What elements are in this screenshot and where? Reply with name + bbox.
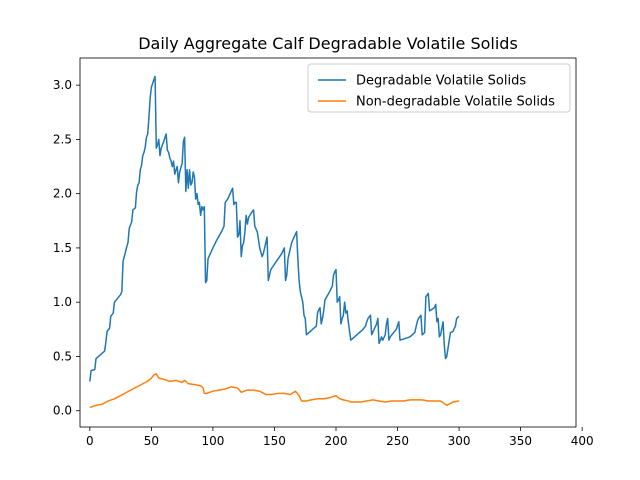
x-tick-label: 0 <box>86 434 94 448</box>
x-tick-label: 250 <box>386 434 409 448</box>
series-layer <box>89 75 460 409</box>
y-tick-label: 2.0 <box>53 187 72 201</box>
legend-label: Degradable Volatile Solids <box>356 74 526 89</box>
x-tick-label: 300 <box>448 434 471 448</box>
legend-box <box>307 63 571 113</box>
y-axis: 0.0 0.5 1.0 1.5 2.0 2.5 3.0 <box>53 78 80 418</box>
plot-frame <box>79 57 577 428</box>
y-tick-label: 2.5 <box>53 132 72 146</box>
series-line-non-degradable <box>89 373 460 409</box>
chart-title: Daily Aggregate Calf Degradable Volatile… <box>138 34 518 53</box>
series-line-degradable <box>89 75 460 382</box>
legend-label: Non-degradable Volatile Solids <box>356 95 555 110</box>
legend: Degradable Volatile Solids Non-degradable… <box>307 63 571 113</box>
y-tick-label: 0.5 <box>53 349 72 363</box>
x-tick-label: 150 <box>263 434 286 448</box>
y-tick-label: 3.0 <box>53 78 72 92</box>
y-tick-label: 0.0 <box>53 404 72 418</box>
x-tick-label: 400 <box>571 434 594 448</box>
plot-area <box>79 57 577 428</box>
x-tick-label: 50 <box>144 434 159 448</box>
x-tick-label: 350 <box>509 434 532 448</box>
x-tick-label: 200 <box>325 434 348 448</box>
x-tick-label: 100 <box>201 434 224 448</box>
y-tick-label: 1.5 <box>53 241 72 255</box>
x-axis: 0 50 100 150 200 250 300 350 400 <box>86 427 594 448</box>
y-tick-label: 1.0 <box>53 295 72 309</box>
